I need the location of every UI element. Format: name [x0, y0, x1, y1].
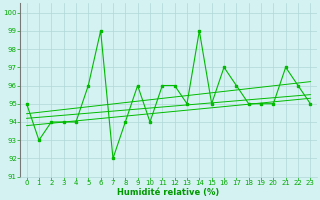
X-axis label: Humidité relative (%): Humidité relative (%) [117, 188, 220, 197]
